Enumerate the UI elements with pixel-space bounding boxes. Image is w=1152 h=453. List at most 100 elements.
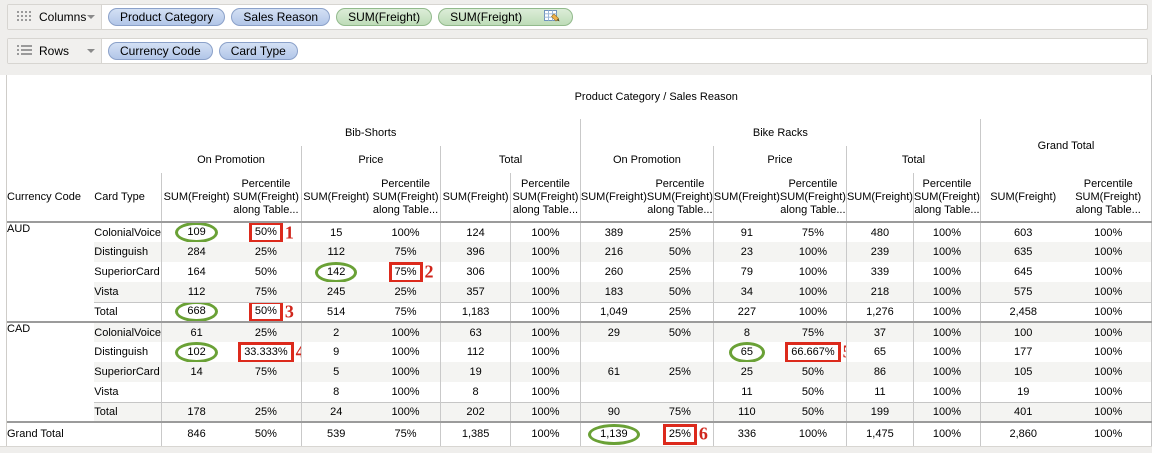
cell-value[interactable]: 100%: [912, 282, 981, 302]
cell-value[interactable]: 110: [712, 401, 780, 422]
cell-value[interactable]: 177: [979, 342, 1066, 362]
cell-value[interactable]: 284: [160, 242, 232, 262]
cell-value[interactable]: 100%: [912, 421, 981, 447]
measure-label-percentile[interactable]: Percentile SUM(Freight) along Table...: [646, 173, 714, 223]
cell-value[interactable]: 603: [979, 222, 1066, 242]
row-label-currency[interactable]: CAD: [7, 321, 95, 422]
cell-value[interactable]: 100%: [912, 342, 981, 362]
row-label-card-type[interactable]: Total: [94, 401, 162, 422]
cell-value[interactable]: 100%: [912, 321, 981, 342]
cell-value[interactable]: 11: [845, 382, 914, 402]
cell-value[interactable]: 102: [160, 342, 232, 362]
group-header-grand-total[interactable]: Grand Total: [979, 119, 1152, 173]
cell-value[interactable]: 75%: [779, 321, 847, 342]
row-label-card-type[interactable]: Distinguish: [94, 346, 149, 358]
cell-value[interactable]: 183: [579, 282, 647, 302]
cell-value[interactable]: 25%: [668, 266, 691, 278]
cell-value[interactable]: 100%: [1065, 401, 1152, 422]
cell-value[interactable]: 100%: [779, 242, 847, 262]
cell-value[interactable]: 100%: [391, 346, 420, 358]
cell-value[interactable]: 100%: [510, 262, 581, 282]
cell-value[interactable]: 124: [440, 222, 511, 242]
cell-value[interactable]: 100%: [510, 382, 581, 402]
row-label-card-type[interactable]: Vista: [94, 385, 119, 398]
pill-sum-freight-[interactable]: SUM(Freight): [336, 8, 433, 26]
cell-value[interactable]: 50% 3: [231, 301, 302, 322]
cell-value[interactable]: 50% 1: [231, 222, 301, 242]
cell-value[interactable]: 100%: [510, 342, 581, 362]
cell-value[interactable]: 178: [160, 401, 232, 422]
cell-value[interactable]: 1,183: [440, 301, 511, 322]
cell-value[interactable]: 100%: [912, 262, 981, 282]
cell-value[interactable]: 105: [979, 362, 1066, 382]
cell-value[interactable]: 75%: [370, 301, 441, 322]
cell-value[interactable]: 79: [712, 262, 780, 282]
cell-value[interactable]: 25%: [370, 282, 441, 302]
cell-value[interactable]: 25% 6: [646, 421, 714, 447]
cell-value[interactable]: 66.667%5: [780, 342, 846, 362]
cell-value[interactable]: 15: [300, 222, 371, 242]
cell-value[interactable]: 100%: [912, 222, 981, 242]
rows-shelf-header[interactable]: Rows: [8, 39, 102, 63]
cell-value[interactable]: 8: [712, 321, 780, 342]
pill-product-category[interactable]: Product Category: [108, 8, 226, 26]
cell-value[interactable]: 100%: [1065, 301, 1152, 322]
cell-value[interactable]: 109: [160, 222, 232, 242]
cell-value[interactable]: [647, 382, 714, 402]
cell-value[interactable]: 90: [579, 401, 647, 422]
cell-value[interactable]: 480: [845, 222, 914, 242]
cell-value[interactable]: 100%: [1065, 421, 1152, 447]
cell-value[interactable]: 100%: [912, 242, 981, 262]
row-label-currency[interactable]: AUD: [7, 222, 95, 322]
cell-value[interactable]: 645: [979, 262, 1066, 282]
cell-value[interactable]: 24: [300, 401, 371, 422]
cell-value[interactable]: 65: [845, 342, 914, 362]
cell-value[interactable]: [160, 382, 232, 402]
cell-value[interactable]: 100%: [1065, 321, 1152, 342]
cell-value[interactable]: 65: [712, 342, 780, 362]
row-label-card-type[interactable]: SuperiorCard: [94, 266, 160, 278]
cell-value[interactable]: 25%: [231, 401, 302, 422]
columns-shelf-header[interactable]: Columns: [8, 5, 102, 29]
cell-value[interactable]: 25%: [231, 242, 302, 262]
cell-value[interactable]: 100%: [912, 301, 981, 322]
cell-value[interactable]: 61: [579, 362, 647, 382]
cell-value[interactable]: 25%: [231, 321, 302, 342]
cell-value[interactable]: 514: [300, 301, 371, 322]
pill-sales-reason[interactable]: Sales Reason: [231, 8, 331, 26]
cell-value[interactable]: 635: [979, 242, 1066, 262]
cell-value[interactable]: 306: [440, 262, 511, 282]
cell-value[interactable]: 112: [440, 342, 511, 362]
cell-value[interactable]: 25%: [646, 301, 714, 322]
cell-value[interactable]: 100%: [370, 401, 441, 422]
cell-value[interactable]: [231, 382, 301, 402]
subgroup-header-total[interactable]: Total: [845, 146, 981, 173]
cell-value[interactable]: 100%: [798, 266, 827, 278]
cell-value[interactable]: 396: [440, 242, 511, 262]
field-label-card-type[interactable]: Card Type: [94, 173, 162, 223]
cell-value[interactable]: 100%: [510, 321, 581, 342]
cell-value[interactable]: 142: [300, 262, 371, 282]
cell-value[interactable]: 100%: [391, 226, 420, 239]
cell-value[interactable]: 29: [579, 321, 647, 342]
row-label-card-type[interactable]: Distinguish: [94, 242, 162, 262]
cell-value[interactable]: 100%: [912, 362, 981, 382]
measure-label-sum-freight[interactable]: SUM(Freight): [712, 173, 780, 223]
cell-value[interactable]: 100%: [1094, 346, 1123, 358]
cell-value[interactable]: 2: [300, 321, 371, 342]
cell-value[interactable]: 50%: [646, 321, 714, 342]
cell-value[interactable]: 100%: [779, 282, 847, 302]
cell-value[interactable]: 50%: [231, 421, 302, 447]
measure-label-percentile[interactable]: Percentile SUM(Freight) along Table...: [231, 173, 302, 223]
cell-value[interactable]: 50%: [254, 266, 277, 278]
cell-value[interactable]: 336: [712, 421, 780, 447]
cell-value[interactable]: 86: [845, 362, 914, 382]
subgroup-header-total[interactable]: Total: [440, 146, 581, 173]
cell-value[interactable]: 100%: [510, 301, 581, 322]
cell-value[interactable]: 1,049: [579, 301, 647, 322]
cell-value[interactable]: 100%: [510, 242, 581, 262]
cell-value[interactable]: 11: [712, 382, 780, 402]
cell-value[interactable]: 100%: [1094, 385, 1123, 398]
cell-value[interactable]: 357: [440, 282, 511, 302]
cell-value[interactable]: 37: [845, 321, 914, 342]
